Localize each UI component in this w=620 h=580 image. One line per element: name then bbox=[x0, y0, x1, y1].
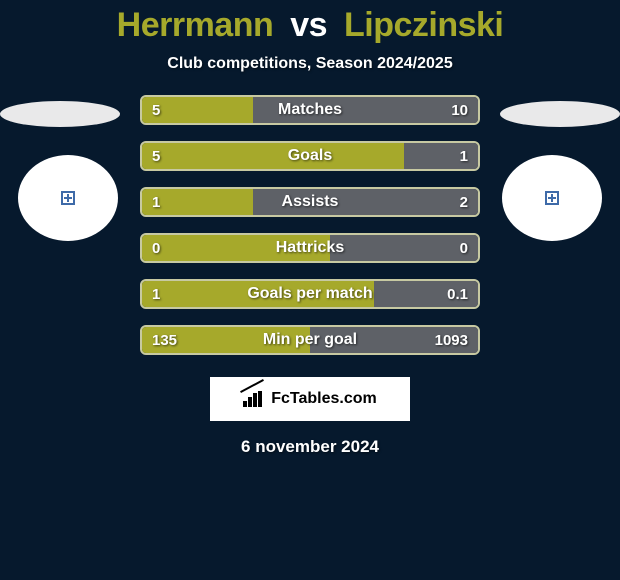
decor-ellipse-left bbox=[0, 101, 120, 127]
bar-chart-icon bbox=[243, 391, 265, 407]
brand-badge: FcTables.com bbox=[210, 377, 410, 421]
subtitle: Club competitions, Season 2024/2025 bbox=[0, 55, 620, 73]
stat-row: 1351093Min per goal bbox=[140, 325, 480, 355]
title-player-left: Herrmann bbox=[117, 6, 274, 45]
footer-date: 6 november 2024 bbox=[0, 437, 620, 457]
stat-segment-left bbox=[142, 235, 330, 261]
stat-segment-left bbox=[142, 327, 310, 353]
stat-segment-left bbox=[142, 189, 253, 215]
stat-segment-right bbox=[330, 235, 478, 261]
stat-row: 12Assists bbox=[140, 187, 480, 217]
stat-row: 51Goals bbox=[140, 141, 480, 171]
placeholder-icon bbox=[545, 191, 559, 205]
stat-segment-right bbox=[253, 189, 478, 215]
chart-stage: 510Matches51Goals12Assists00Hattricks10.… bbox=[0, 101, 620, 457]
stat-segment-right bbox=[253, 97, 478, 123]
page-title: Herrmann vs Lipczinski bbox=[0, 0, 620, 45]
stat-segment-right bbox=[404, 143, 478, 169]
stat-row: 10.1Goals per match bbox=[140, 279, 480, 309]
stat-segment-left bbox=[142, 97, 253, 123]
title-vs: vs bbox=[290, 6, 327, 45]
decor-circle-left bbox=[18, 155, 118, 241]
title-player-right: Lipczinski bbox=[344, 6, 503, 45]
stat-segment-left bbox=[142, 143, 404, 169]
placeholder-icon bbox=[61, 191, 75, 205]
brand-text: FcTables.com bbox=[271, 390, 377, 408]
stats-bars: 510Matches 51Goals 12Assists 00Hattricks 10.… bbox=[140, 95, 480, 355]
stat-segment-right bbox=[374, 281, 478, 307]
stat-segment-right bbox=[310, 327, 478, 353]
comparison-infographic: Herrmann vs Lipczinski Club competitions… bbox=[0, 0, 620, 580]
decor-ellipse-right bbox=[500, 101, 620, 127]
stat-row: 510Matches bbox=[140, 95, 480, 125]
decor-circle-right bbox=[502, 155, 602, 241]
stat-row: 00Hattricks bbox=[140, 233, 480, 263]
stat-segment-left bbox=[142, 281, 374, 307]
